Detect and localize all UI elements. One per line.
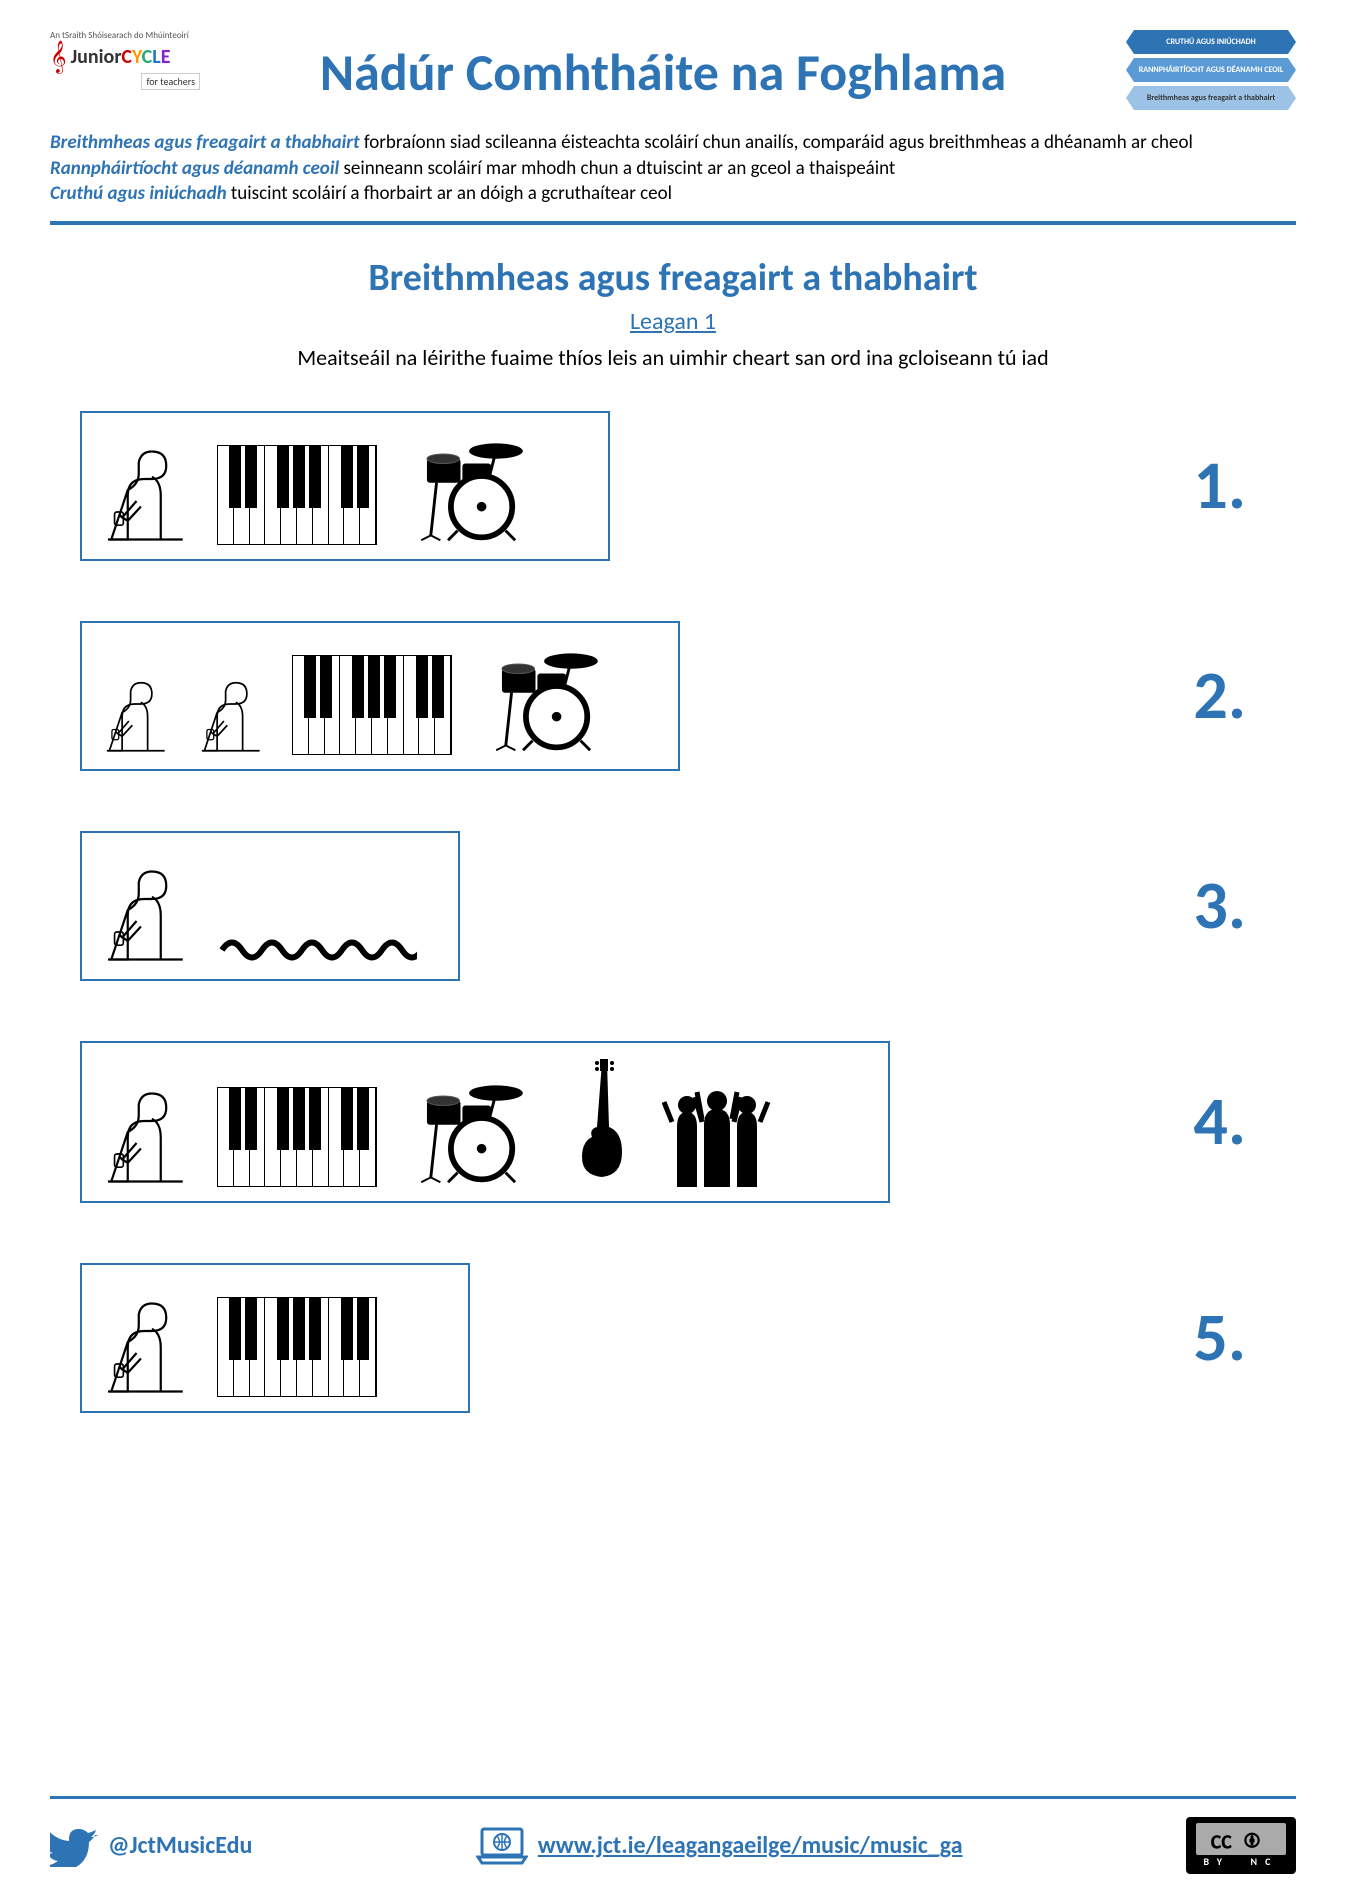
exercise-row-1: 1. (50, 411, 1296, 561)
sound-box-2 (80, 621, 680, 771)
divider (50, 221, 1296, 225)
twitter-icon (50, 1825, 100, 1867)
twitter-handle: @JctMusicEdu (108, 1831, 252, 1860)
intro-rest-2: seinneann scoláirí mar mhodh chun a dtui… (339, 157, 895, 180)
singer-icon (102, 670, 172, 755)
logo-sub: for teachers (141, 73, 200, 90)
header: An tSraith Shóisearach do Mhúinteoirí 𝄞 … (50, 30, 1296, 110)
exercise-row-3: 3. (50, 831, 1296, 981)
cc-license-badge: ㏄ 🅯 󠀤 BY NC (1186, 1817, 1296, 1874)
arrow-3: Breithmheas agus freagairt a thabhairt (1126, 86, 1296, 110)
intro-rest-1: forbraíonn siad scileanna éisteachta sco… (360, 131, 1193, 154)
number-4: 4. (1193, 1080, 1246, 1163)
drums-icon (477, 640, 617, 755)
number-1: 1. (1193, 444, 1246, 527)
logo-main: 𝄞 JuniorCYCLE (50, 43, 170, 71)
singer-icon (102, 1077, 192, 1187)
website-url: www.jct.ie/leagangaeilge/music/music_ga (538, 1831, 963, 1860)
arrow-2: RANNPHÁIRTÍOCHT AGUS DÉANAMH CEOIL (1126, 58, 1296, 82)
singer-icon (197, 670, 267, 755)
number-5: 5. (1193, 1296, 1246, 1379)
section-sub: Leagan 1 (50, 307, 1296, 336)
cc-sub: BY NC (1196, 1855, 1286, 1868)
drums-icon (402, 1072, 542, 1187)
singer-icon (102, 435, 192, 545)
guitar-icon (567, 1057, 637, 1187)
sound-box-5 (80, 1263, 470, 1413)
number-3: 3. (1193, 864, 1246, 947)
strand-arrows: CRUTHÚ AGUS INIÚCHADH RANNPHÁIRTÍOCHT AG… (1116, 30, 1296, 110)
piano-icon (217, 445, 377, 545)
exercise-row-2: 2. (50, 621, 1296, 771)
logo: An tSraith Shóisearach do Mhúinteoirí 𝄞 … (50, 30, 210, 90)
footer: @JctMusicEdu www.jct.ie/leagangaeilge/mu… (50, 1796, 1296, 1874)
website-link[interactable]: www.jct.ie/leagangaeilge/music/music_ga (476, 1825, 963, 1867)
intro-bold-1: Breithmheas agus freagairt a thabhairt (50, 131, 360, 154)
intro-text: Breithmheas agus freagairt a thabhairt f… (50, 130, 1296, 207)
cc-icons: ㏄ 🅯 󠀤 (1196, 1823, 1286, 1855)
logo-text: JuniorCYCLE (71, 47, 171, 67)
singer-icon (102, 855, 192, 965)
number-2: 2. (1193, 654, 1246, 737)
section-instruction: Meaitseáil na léirithe fuaime thíos leis… (50, 344, 1296, 371)
choir-icon (662, 1077, 772, 1187)
piano-icon (292, 655, 452, 755)
exercise-row-5: 5. (50, 1263, 1296, 1413)
page-title: Nádúr Comhtháite na Foghlama (210, 40, 1116, 104)
intro-bold-2: Rannpháirtíocht agus déanamh ceoil (50, 157, 339, 180)
footer-divider (50, 1796, 1296, 1799)
intro-rest-3: tuiscint scoláirí a fhorbairt ar an dóig… (227, 182, 672, 205)
arrow-1: CRUTHÚ AGUS INIÚCHADH (1126, 30, 1296, 54)
exercise-row-4: 4. (50, 1041, 1296, 1203)
web-icon (476, 1825, 528, 1867)
drums-icon (402, 430, 542, 545)
logo-topline: An tSraith Shóisearach do Mhúinteoirí (50, 30, 189, 41)
sound-box-3 (80, 831, 460, 981)
intro-bold-3: Cruthú agus iniúchadh (50, 182, 227, 205)
wave-icon (217, 935, 417, 965)
treble-clef-icon: 𝄞 (50, 43, 67, 71)
section-title: Breithmheas agus freagairt a thabhairt (50, 255, 1296, 301)
singer-icon (102, 1287, 192, 1397)
piano-icon (217, 1297, 377, 1397)
sound-box-4 (80, 1041, 890, 1203)
piano-icon (217, 1087, 377, 1187)
sound-box-1 (80, 411, 610, 561)
twitter-link[interactable]: @JctMusicEdu (50, 1825, 252, 1867)
